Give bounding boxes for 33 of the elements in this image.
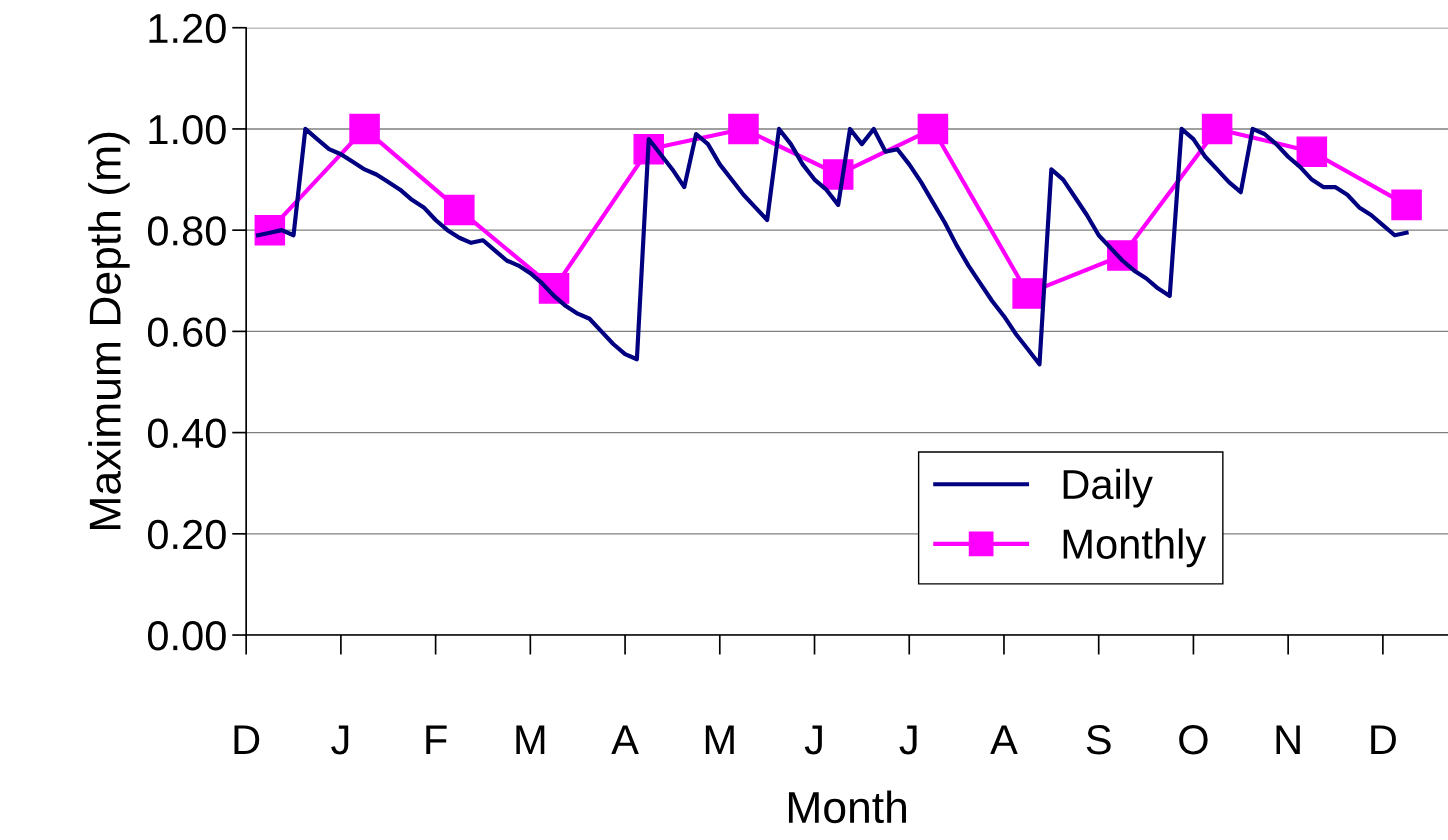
x-tick-label: A <box>611 725 639 755</box>
line-series <box>255 126 1409 367</box>
legend-label: Daily <box>1063 468 1153 508</box>
x-axis-title: Month <box>788 790 906 824</box>
y-tick-label: 0.00 <box>147 621 226 651</box>
y-tick-label: 0.20 <box>147 519 226 550</box>
y-tick-label: 1.20 <box>149 13 226 44</box>
x-tick-label: O <box>1179 725 1208 755</box>
point <box>728 113 759 145</box>
point <box>917 113 949 145</box>
legend-label: Monthly <box>1063 528 1207 568</box>
x-tick-label: M <box>705 725 734 755</box>
y-tick-label: 1.00 <box>149 114 226 145</box>
x-tick-label: S <box>1086 725 1111 755</box>
y-axis-title: Maximum Depth (m) <box>88 132 130 529</box>
point <box>1296 136 1328 167</box>
point <box>1201 113 1233 145</box>
x-tick-label: N <box>1276 725 1300 755</box>
x-tick-label: J <box>899 725 917 755</box>
y-tick-label: 0.60 <box>147 317 226 347</box>
x-tick-label: A <box>990 725 1018 755</box>
x-tick-label: J <box>331 725 349 755</box>
x-tick-label: F <box>426 725 447 755</box>
point <box>349 113 380 145</box>
point <box>1012 278 1043 309</box>
x-tick-label: D <box>234 725 260 755</box>
point <box>444 194 475 226</box>
x-tick-label: D <box>1371 725 1396 755</box>
x-tick-label: M <box>516 725 545 755</box>
y-tick-label: 0.80 <box>147 216 226 246</box>
x-tick-label: J <box>804 725 822 755</box>
y-tick-label: 0.40 <box>147 418 226 449</box>
point <box>1391 189 1422 221</box>
